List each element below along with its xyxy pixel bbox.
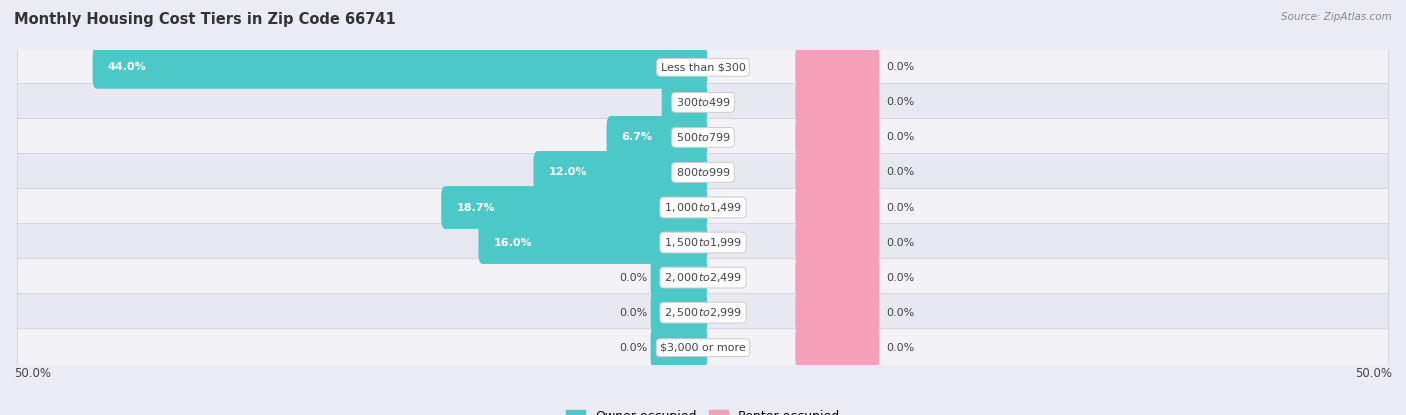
Text: $500 to $799: $500 to $799	[675, 132, 731, 144]
FancyBboxPatch shape	[796, 291, 879, 334]
FancyBboxPatch shape	[796, 151, 879, 194]
Text: 12.0%: 12.0%	[548, 168, 588, 178]
Text: $2,500 to $2,999: $2,500 to $2,999	[664, 306, 742, 319]
FancyBboxPatch shape	[651, 291, 707, 334]
FancyBboxPatch shape	[93, 46, 707, 89]
Text: 2.7%: 2.7%	[676, 98, 707, 107]
FancyBboxPatch shape	[17, 259, 1389, 296]
Text: $800 to $999: $800 to $999	[675, 166, 731, 178]
FancyBboxPatch shape	[796, 81, 879, 124]
FancyBboxPatch shape	[651, 256, 707, 299]
Text: 0.0%: 0.0%	[886, 168, 914, 178]
Text: $1,000 to $1,499: $1,000 to $1,499	[664, 201, 742, 214]
FancyBboxPatch shape	[17, 188, 1389, 227]
Text: 0.0%: 0.0%	[886, 98, 914, 107]
FancyBboxPatch shape	[478, 221, 707, 264]
FancyBboxPatch shape	[17, 329, 1389, 366]
Text: 50.0%: 50.0%	[14, 367, 51, 380]
FancyBboxPatch shape	[796, 221, 879, 264]
Text: 0.0%: 0.0%	[620, 273, 648, 283]
Text: $3,000 or more: $3,000 or more	[661, 343, 745, 353]
Text: Monthly Housing Cost Tiers in Zip Code 66741: Monthly Housing Cost Tiers in Zip Code 6…	[14, 12, 396, 27]
FancyBboxPatch shape	[662, 81, 707, 124]
Text: 0.0%: 0.0%	[886, 62, 914, 72]
Text: 0.0%: 0.0%	[620, 308, 648, 317]
FancyBboxPatch shape	[17, 49, 1389, 86]
FancyBboxPatch shape	[17, 83, 1389, 121]
Text: 6.7%: 6.7%	[621, 132, 652, 142]
FancyBboxPatch shape	[796, 186, 879, 229]
Text: 0.0%: 0.0%	[886, 132, 914, 142]
FancyBboxPatch shape	[651, 326, 707, 369]
Text: Less than $300: Less than $300	[661, 62, 745, 72]
FancyBboxPatch shape	[17, 154, 1389, 191]
Text: $300 to $499: $300 to $499	[675, 96, 731, 108]
Text: 0.0%: 0.0%	[886, 308, 914, 317]
Text: 0.0%: 0.0%	[886, 273, 914, 283]
Text: Source: ZipAtlas.com: Source: ZipAtlas.com	[1281, 12, 1392, 22]
FancyBboxPatch shape	[17, 224, 1389, 261]
FancyBboxPatch shape	[17, 119, 1389, 156]
Text: 16.0%: 16.0%	[494, 237, 533, 247]
Text: 0.0%: 0.0%	[886, 203, 914, 212]
FancyBboxPatch shape	[796, 116, 879, 159]
Text: $1,500 to $1,999: $1,500 to $1,999	[664, 236, 742, 249]
Text: 0.0%: 0.0%	[620, 343, 648, 353]
Text: 0.0%: 0.0%	[886, 237, 914, 247]
FancyBboxPatch shape	[606, 116, 707, 159]
FancyBboxPatch shape	[796, 256, 879, 299]
FancyBboxPatch shape	[441, 186, 707, 229]
Text: 44.0%: 44.0%	[108, 62, 146, 72]
Text: $2,000 to $2,499: $2,000 to $2,499	[664, 271, 742, 284]
Text: 50.0%: 50.0%	[1355, 367, 1392, 380]
Legend: Owner-occupied, Renter-occupied: Owner-occupied, Renter-occupied	[561, 405, 845, 415]
Text: 0.0%: 0.0%	[886, 343, 914, 353]
FancyBboxPatch shape	[17, 294, 1389, 332]
FancyBboxPatch shape	[533, 151, 707, 194]
FancyBboxPatch shape	[796, 326, 879, 369]
FancyBboxPatch shape	[796, 46, 879, 89]
Text: 18.7%: 18.7%	[457, 203, 495, 212]
